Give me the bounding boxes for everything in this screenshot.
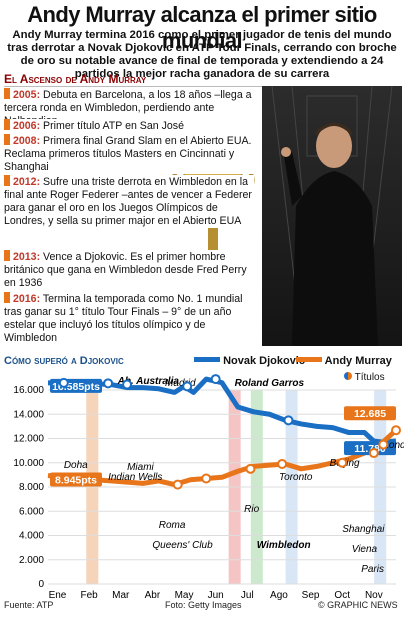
x-tick-label: Jul — [241, 590, 254, 601]
tournament-label: Queens' Club — [152, 540, 213, 551]
y-tick-label: 16.000 — [13, 385, 44, 396]
chart: 0 2.000 4.000 6.000 8.000 10.000 12.000 14.000 1… — [13, 374, 404, 601]
x-tick-label: Mar — [112, 590, 130, 601]
timeline-item: 2008: Primera final Grand Slam en el Abi… — [4, 134, 254, 174]
tournament-label: Madrid — [165, 378, 196, 389]
murray-photo — [262, 85, 402, 347]
timeline-item: 2012: Sufre una triste derrota en Wimble… — [4, 175, 254, 228]
y-tick-label: 12.000 — [13, 434, 44, 445]
title-marker — [210, 374, 221, 385]
tournament-label: Wimbledon — [257, 540, 311, 551]
y-tick-label: 2.000 — [19, 555, 44, 566]
timeline-year: 2008: — [13, 135, 41, 147]
title-marker — [245, 463, 256, 474]
tournament-label: Paris — [361, 564, 384, 575]
title-marker — [201, 473, 212, 484]
timeline-year: 2012: — [13, 176, 41, 188]
photo-credit: Foto: Getty Images — [165, 600, 242, 610]
tournament-label: Toronto — [279, 472, 313, 483]
timeline-year: 2016: — [13, 293, 41, 305]
timeline-text: Debuta en Barcelona, a los 18 años –lleg… — [4, 89, 252, 127]
page-title: Andy Murray alcanza el primer sitio mund… — [27, 2, 377, 53]
timeline-item: 2013: Vence a Djokovic. Es el primer hom… — [4, 250, 254, 290]
y-tick-label: 6.000 — [19, 506, 44, 517]
source-label: Fuente: ATP — [4, 600, 54, 610]
title-marker — [283, 415, 294, 426]
title-marker — [122, 379, 133, 390]
tournament-label: Doha — [64, 460, 88, 471]
timeline-text: Primer título ATP en San José — [40, 120, 184, 132]
murray-figure-icon — [271, 85, 393, 347]
x-tick-label: Feb — [81, 590, 99, 601]
legend-djokovic: Novak Djokovic — [194, 355, 305, 367]
bullet-icon — [4, 88, 10, 99]
deck-text: Andy Murray termina 2016 como el primer … — [7, 29, 397, 80]
timeline-text: Primera final Grand Slam en el Abierto E… — [4, 135, 252, 173]
x-tick-label: Nov — [365, 590, 383, 601]
x-tick-label: Sep — [302, 590, 320, 601]
value-label: 12.685 — [354, 408, 386, 420]
tournament-label: Ab. Australia — [117, 376, 180, 387]
title-marker — [58, 377, 69, 388]
timeline-year: 2005: — [13, 89, 41, 101]
title-marker — [391, 425, 401, 436]
tournament-label: Shanghai — [342, 524, 385, 535]
legend-djokovic-label: Novak Djokovic — [223, 355, 305, 367]
murray-swatch — [296, 357, 322, 362]
tournament-label: Viena — [352, 544, 378, 555]
timeline-text: Termina la temporada como No. 1 mundial … — [4, 293, 243, 344]
y-tick-label: 4.000 — [19, 531, 44, 542]
timeline-year: 2013: — [13, 251, 41, 263]
x-tick-label: Ene — [49, 590, 67, 601]
bullet-icon — [4, 250, 10, 261]
tournament-label: Miami — [127, 462, 154, 473]
timeline-year: 2006: — [13, 120, 41, 132]
tournament-label: Roma — [159, 520, 186, 531]
chart-title: Cómo superó a Djokovic — [4, 355, 124, 367]
title-marker — [337, 457, 348, 468]
divider — [4, 86, 400, 87]
legend-murray-label: Andy Murray — [324, 355, 392, 367]
y-tick-label: 8.000 — [19, 482, 44, 493]
value-label-box — [50, 472, 102, 487]
title-marker — [103, 378, 114, 389]
tournament-label: Roland Garros — [235, 378, 305, 389]
x-tick-label: Oct — [334, 590, 350, 601]
x-tick-label: Ago — [270, 590, 288, 601]
bullet-icon — [4, 175, 10, 186]
rise-header: El Ascenso de Andy Murray — [4, 72, 147, 86]
x-tick-label: Abr — [145, 590, 161, 601]
tournament-label: Rio — [244, 504, 259, 515]
legend-titles: Títulos — [344, 372, 385, 383]
legend-titles-label: Títulos — [354, 372, 385, 383]
djokovic-swatch — [194, 357, 220, 362]
bullet-icon — [4, 119, 10, 130]
x-tick-label: May — [175, 590, 194, 601]
bullet-icon — [4, 134, 10, 145]
titles-dot-icon — [344, 372, 352, 380]
tournament-label: Indian Wells — [108, 472, 162, 483]
value-label: 8.945pts — [55, 475, 97, 487]
timeline-text: Vence a Djokovic. Es el primer hombre br… — [4, 251, 247, 289]
title-marker — [378, 439, 389, 450]
title-marker — [182, 381, 193, 392]
legend-murray: Andy Murray — [296, 355, 392, 367]
title-marker — [277, 458, 288, 469]
y-tick-label: 14.000 — [13, 409, 44, 420]
timeline-text: Sufre una triste derrota en Wimbledon en… — [4, 176, 252, 227]
x-tick-label: Jun — [208, 590, 224, 601]
y-tick-label: 10.000 — [13, 458, 44, 469]
tournament-label: Londres — [383, 440, 404, 451]
y-tick-label: 0 — [38, 579, 44, 590]
bullet-icon — [4, 292, 10, 303]
timeline-item: 2006: Primer título ATP en San José — [4, 119, 254, 133]
timeline-item: 2016: Termina la temporada como No. 1 mu… — [4, 292, 254, 345]
title-marker — [368, 448, 379, 459]
value-label-box — [344, 406, 396, 421]
credit-label: © GRAPHIC NEWS — [318, 600, 398, 610]
title-marker — [172, 479, 183, 490]
